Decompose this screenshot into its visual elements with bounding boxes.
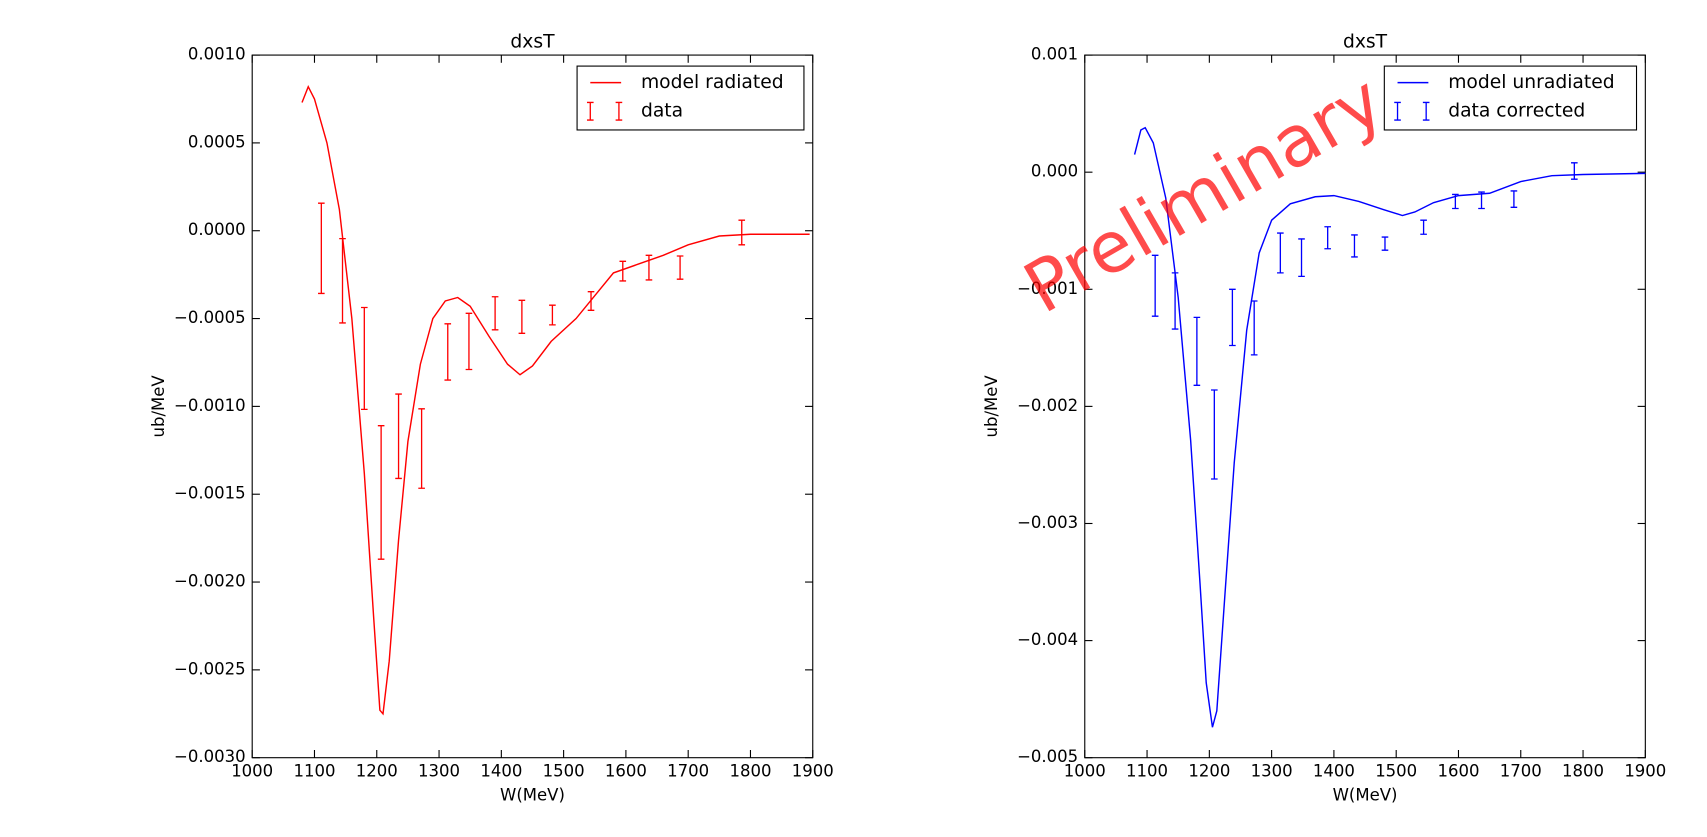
error-bar <box>1324 226 1331 250</box>
x-tick-label: 1600 <box>605 762 647 781</box>
y-tick-label: −0.004 <box>1017 630 1078 649</box>
y-tick-label: −0.0005 <box>174 308 246 327</box>
error-bar <box>1571 162 1578 180</box>
legend-swatch <box>1394 101 1401 121</box>
y-tick-label: −0.001 <box>1017 279 1078 298</box>
error-bar <box>418 408 425 489</box>
x-tick-label: 1500 <box>543 762 585 781</box>
x-tick-label: 1800 <box>1562 762 1604 781</box>
subplot: dxsT W(MeV) ub/MeV 1000 1100 1200 1300 1400 1500… <box>149 31 834 804</box>
error-bar <box>377 425 385 560</box>
error-bar <box>1277 232 1284 274</box>
x-tick-label: 1200 <box>356 762 398 781</box>
error-bar <box>339 237 346 324</box>
error-bar <box>549 304 556 326</box>
y-tick-label: −0.0020 <box>174 572 246 591</box>
x-tick-label: 1500 <box>1375 762 1417 781</box>
y-tick-label: −0.0010 <box>174 396 246 415</box>
legend-label: data corrected <box>1448 101 1585 122</box>
legend-label: data <box>641 101 683 122</box>
x-tick-label: 1800 <box>729 762 771 781</box>
x-tick-label: 1700 <box>1500 762 1542 781</box>
error-bar <box>1211 389 1218 480</box>
legend-label: model radiated <box>641 72 784 93</box>
y-tick-label: 0.001 <box>1031 45 1078 64</box>
x-tick-label: 1100 <box>1126 762 1168 781</box>
y-tick-label: −0.002 <box>1017 396 1078 415</box>
error-bar <box>619 260 627 282</box>
plot-frame <box>251 54 814 759</box>
x-axis-label: W(MeV) <box>1333 786 1398 805</box>
x-tick-label: 1700 <box>667 762 709 781</box>
model-line <box>1133 126 1646 728</box>
error-bar <box>738 219 746 246</box>
y-tick-label: −0.005 <box>1017 747 1078 766</box>
error-bar <box>465 312 473 371</box>
error-bar <box>1420 219 1427 235</box>
x-tick-label: 1200 <box>1188 762 1230 781</box>
error-bar <box>1381 236 1389 251</box>
error-bar <box>318 202 325 295</box>
x-tick-label: 1300 <box>1251 762 1293 781</box>
subplot: dxsT W(MeV) ub/MeV 1000 1100 1200 1300 1400 1500… <box>982 31 1667 804</box>
error-bar <box>395 393 402 480</box>
plot-frame <box>1084 54 1646 759</box>
error-bar <box>1478 191 1485 210</box>
x-tick-label: 1400 <box>480 762 522 781</box>
y-tick-label: 0.0000 <box>188 220 246 239</box>
error-bar <box>1250 300 1258 356</box>
x-tick-label: 1900 <box>792 762 834 781</box>
x-axis-label: W(MeV) <box>500 786 565 805</box>
error-bar <box>1229 288 1236 347</box>
error-bar <box>1452 193 1459 210</box>
x-tick-label: 1600 <box>1437 762 1479 781</box>
x-tick-label: 1000 <box>231 762 273 781</box>
y-axis-label: ub/MeV <box>149 375 168 438</box>
error-bar <box>1510 190 1518 208</box>
y-tick-label: 0.0010 <box>188 45 246 64</box>
error-bar <box>1171 272 1179 330</box>
error-bar <box>1351 234 1358 258</box>
x-tick-label: 1400 <box>1313 762 1355 781</box>
x-tick-label: 1900 <box>1624 762 1666 781</box>
error-bar <box>676 255 684 280</box>
y-tick-label: 0.0005 <box>188 132 246 151</box>
error-bar <box>518 299 526 334</box>
x-tick-label: 1100 <box>293 762 335 781</box>
y-axis-label: ub/MeV <box>982 375 1001 438</box>
y-tick-label: 0.000 <box>1031 162 1078 181</box>
chart-title: dxsT <box>510 31 555 52</box>
y-tick-label: −0.0025 <box>174 659 246 678</box>
y-tick-label: −0.0030 <box>174 747 246 766</box>
legend-swatch <box>586 101 594 121</box>
chart-title: dxsT <box>1343 31 1388 52</box>
y-tick-label: −0.0015 <box>174 484 246 503</box>
legend-swatch <box>1422 101 1430 121</box>
error-bar <box>491 296 499 331</box>
x-tick-label: 1000 <box>1064 762 1106 781</box>
error-bar <box>1151 254 1159 317</box>
error-bar <box>587 291 595 311</box>
error-bar <box>1298 238 1305 278</box>
y-tick-label: −0.003 <box>1017 513 1078 532</box>
model-line <box>301 84 810 716</box>
watermark: Preliminary <box>1011 59 1397 329</box>
error-bar <box>444 323 452 381</box>
legend-swatch <box>615 101 623 121</box>
error-bar <box>645 254 653 281</box>
error-bar <box>361 306 368 411</box>
legend-label: model unradiated <box>1448 72 1614 93</box>
legend-box <box>576 65 805 131</box>
error-bar <box>1193 316 1201 386</box>
x-tick-label: 1300 <box>418 762 460 781</box>
